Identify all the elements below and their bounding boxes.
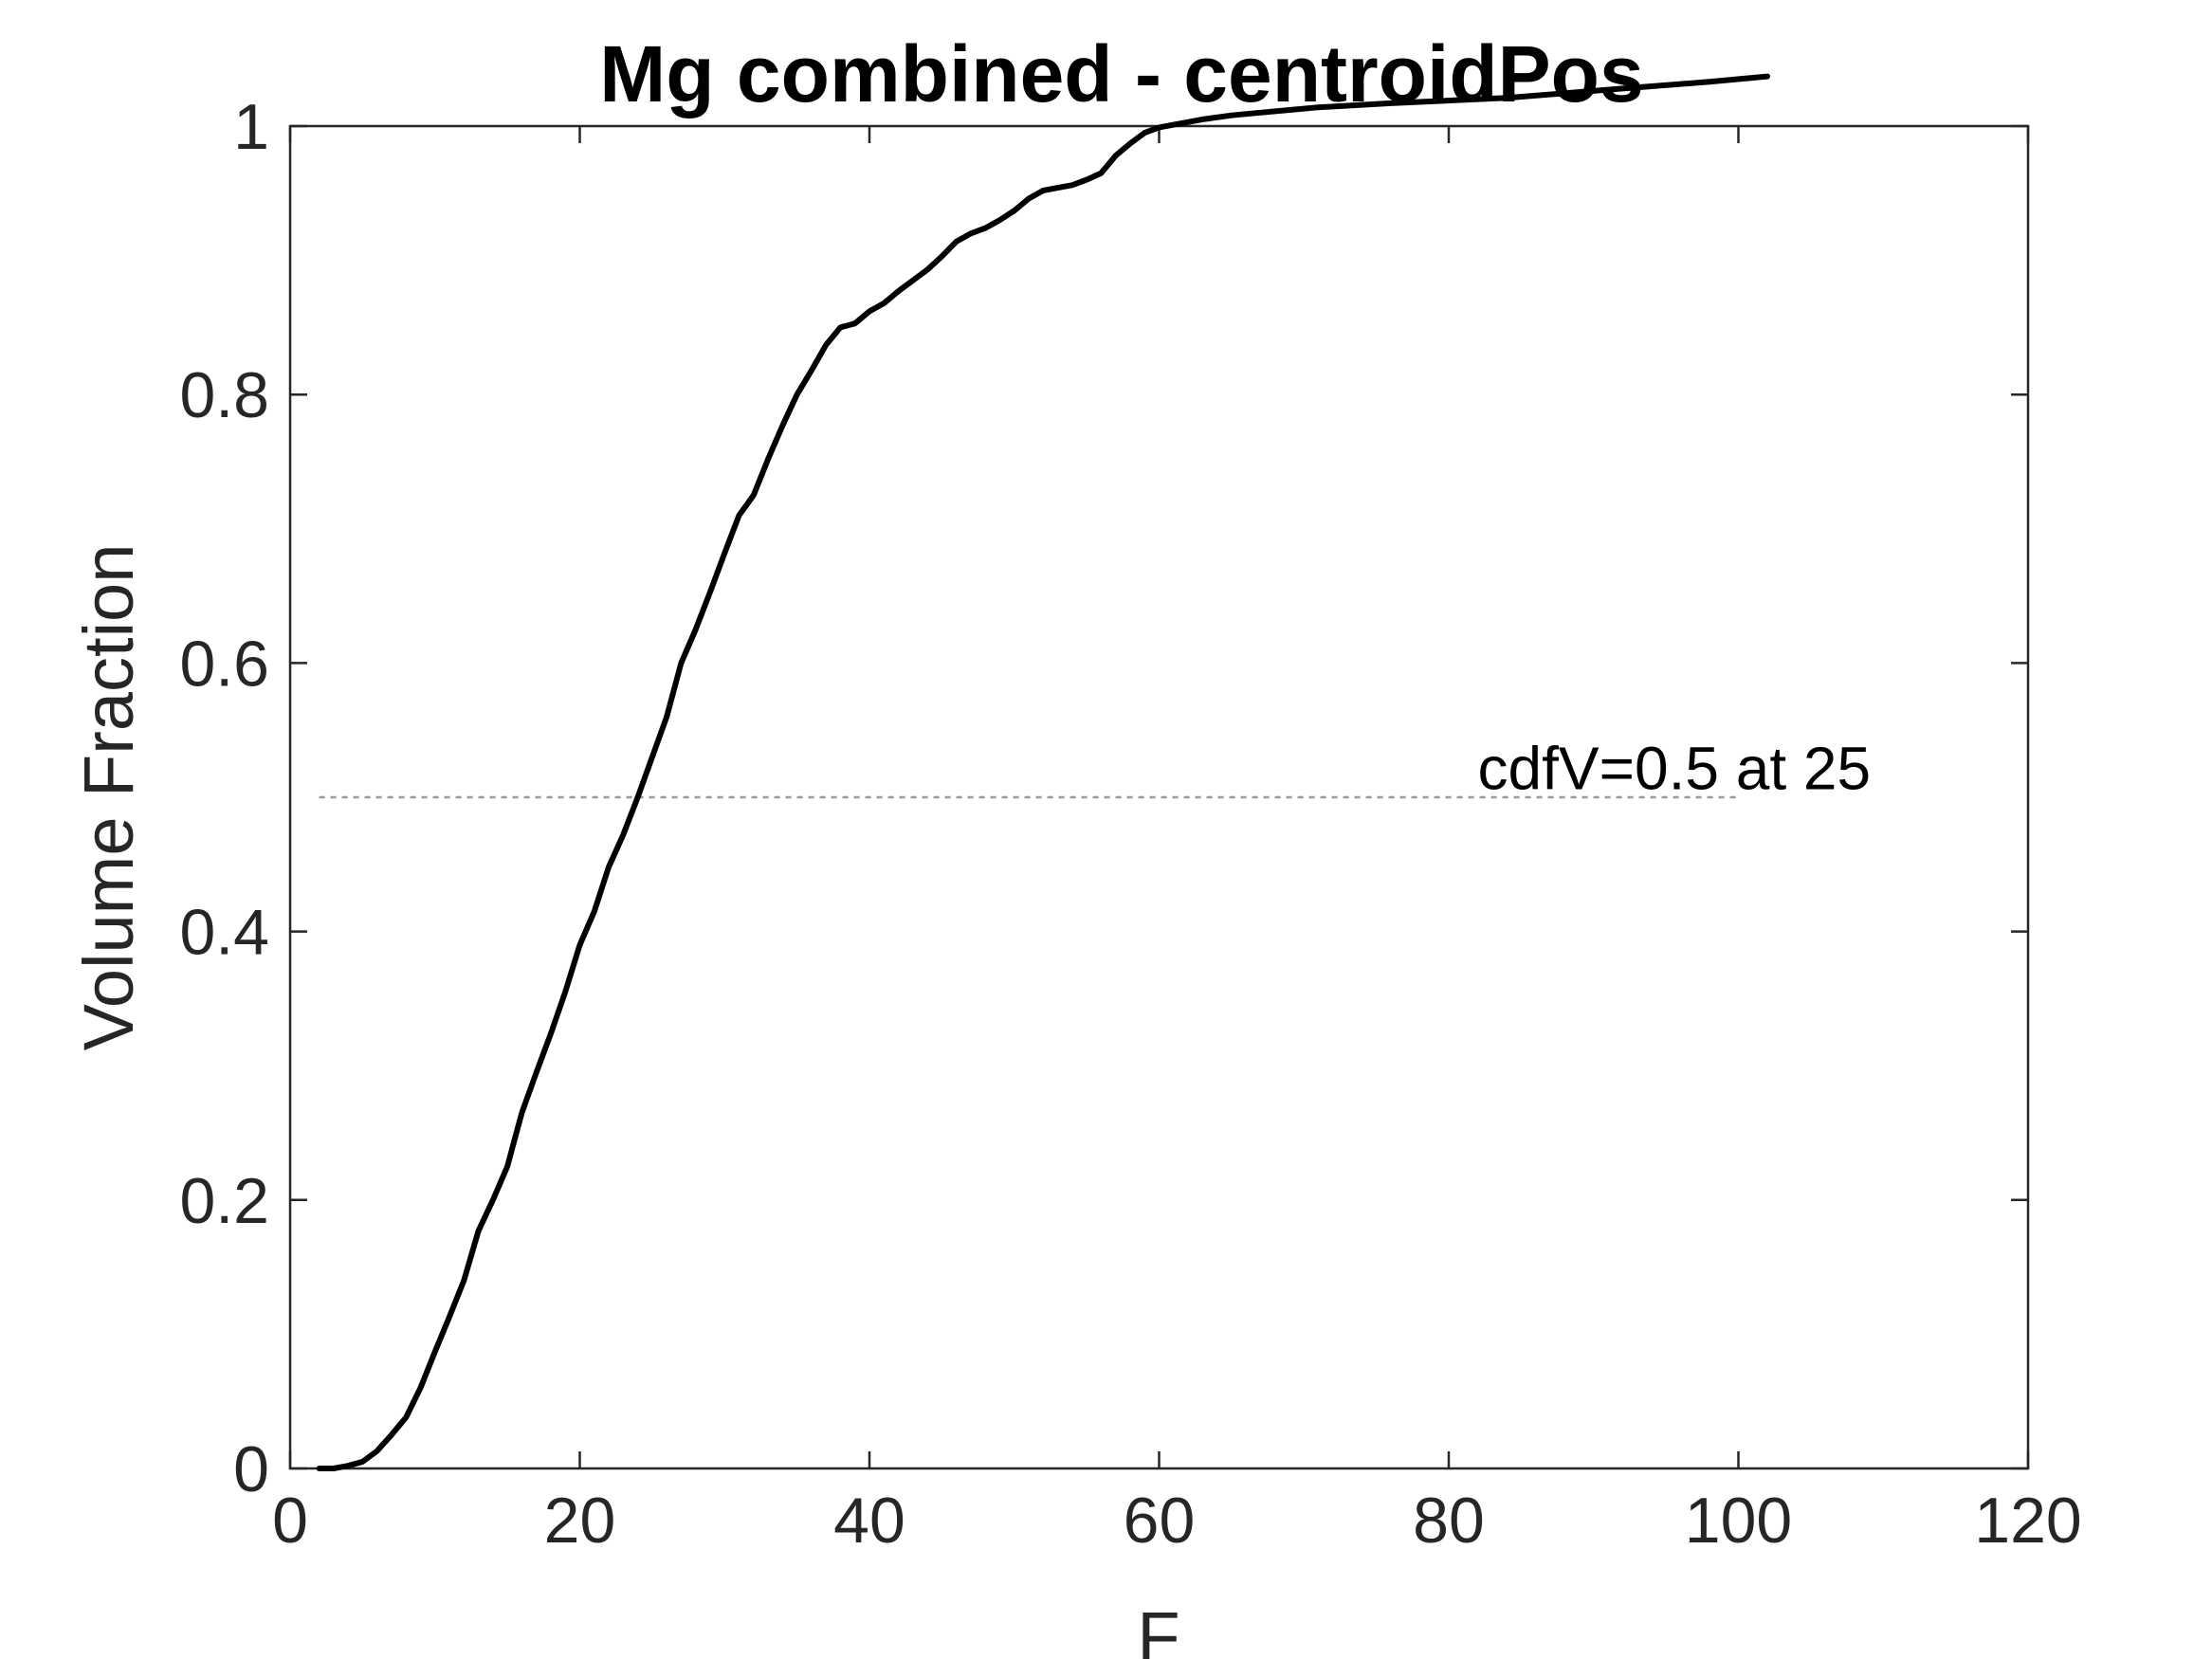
y-tick-label: 1 [233, 91, 269, 163]
x-tick-label: 80 [1413, 1485, 1485, 1557]
series-line-cdf [316, 73, 1770, 1471]
x-tick-label: 120 [1974, 1485, 2081, 1557]
x-tick-label: 100 [1685, 1485, 1792, 1557]
x-axis-label: F [1137, 1597, 1179, 1659]
axis-tick-labels: 0 20 40 60 80 100 120 0 0.2 0.4 0.6 0.8 1 [179, 91, 2081, 1557]
x-tick-label: 20 [544, 1485, 616, 1557]
y-tick-label: 0.4 [179, 897, 269, 969]
x-tick-label: 0 [272, 1485, 308, 1557]
y-tick-label: 0.8 [179, 359, 269, 431]
y-axis-label: Volume Fraction [69, 544, 148, 1051]
chart-title: Mg combined - centroidPos [599, 29, 1643, 118]
y-tick-label: 0 [233, 1433, 269, 1505]
cdf-annotation: cdfV=0.5 at 25 [1478, 735, 1872, 803]
x-tick-label: 40 [833, 1485, 905, 1557]
y-tick-label: 0.2 [179, 1165, 269, 1237]
x-tick-label: 60 [1124, 1485, 1196, 1557]
y-tick-label: 0.6 [179, 628, 269, 700]
axis-ticks [288, 124, 2030, 1470]
